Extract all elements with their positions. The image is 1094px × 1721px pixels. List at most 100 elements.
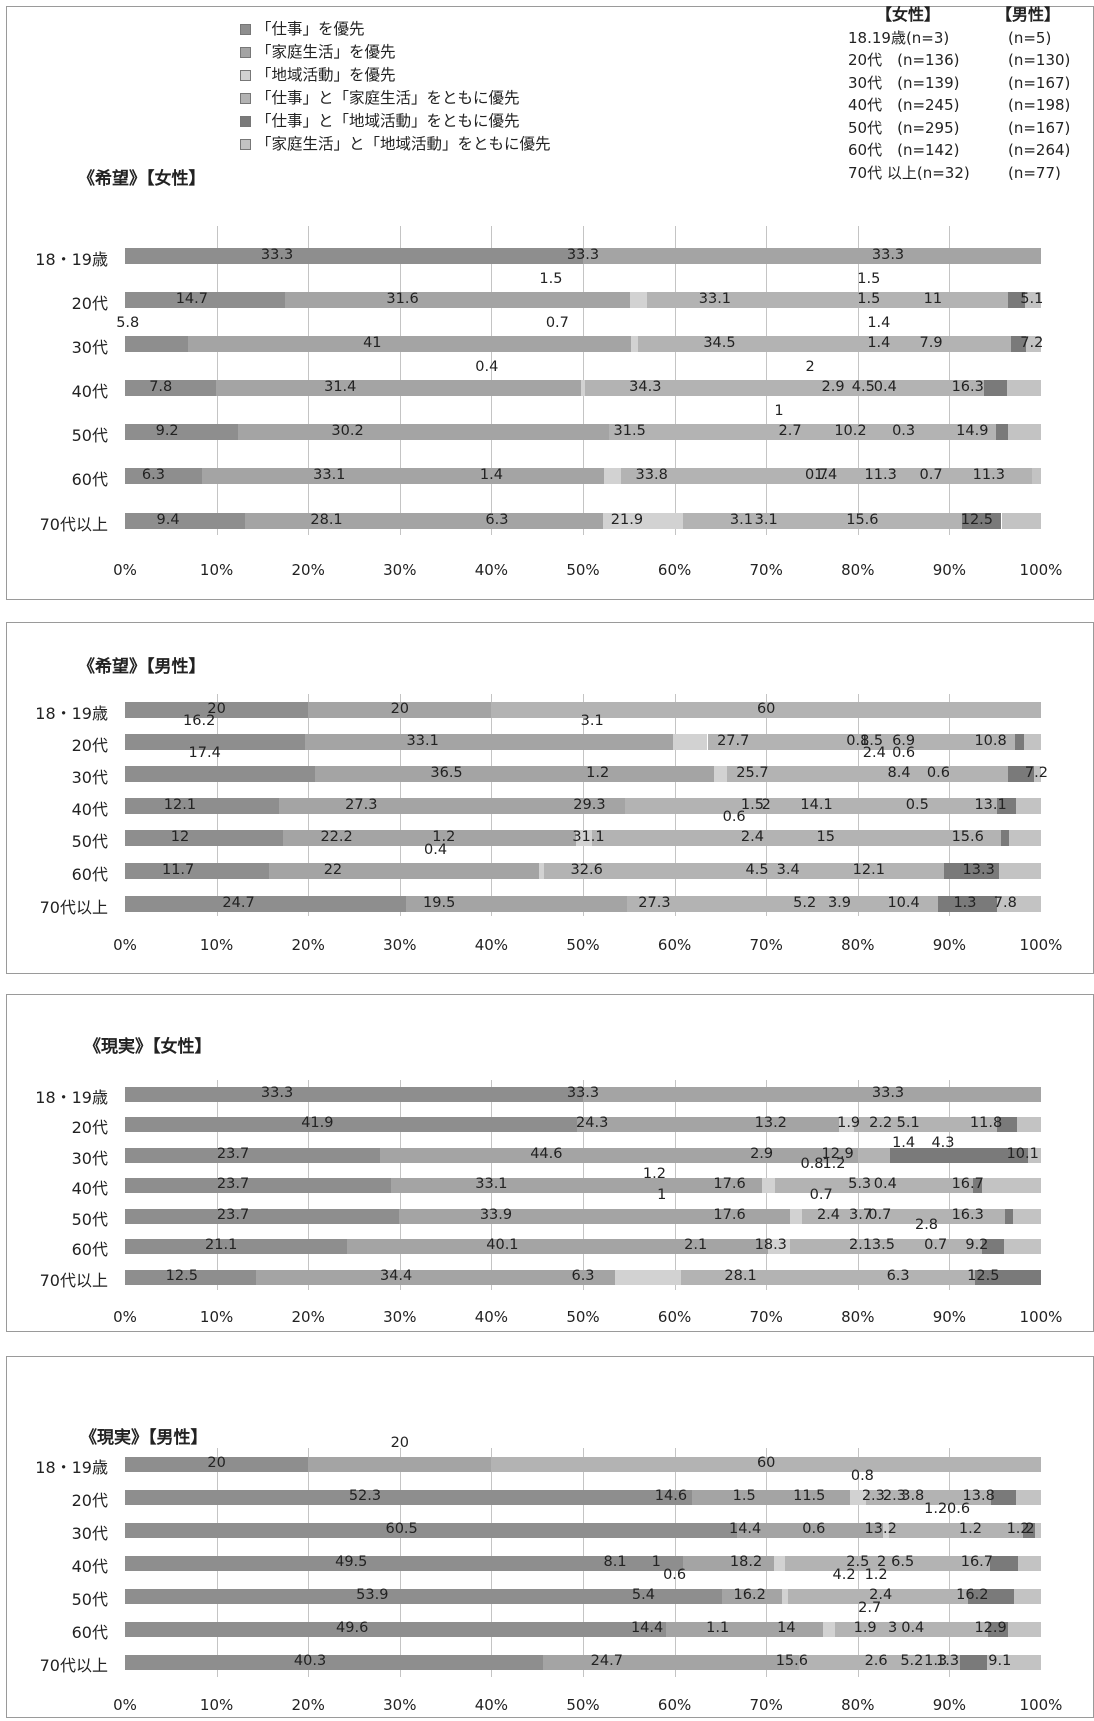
bar-segment — [125, 1086, 583, 1102]
bar-segment — [583, 1086, 1041, 1102]
data-label: 8.1 — [603, 1554, 627, 1570]
data-label: 20 — [207, 1455, 226, 1471]
x-tick-label: 100% — [1019, 1696, 1063, 1714]
category-label: 50代 — [71, 832, 108, 851]
legend-item: 「仕事」を優先 — [240, 18, 551, 41]
data-label: 1.4 — [479, 467, 503, 483]
data-label: 13.2 — [754, 1115, 787, 1131]
data-label: 12.1 — [852, 862, 885, 878]
category-label: 70代以上 — [39, 898, 108, 917]
legend-item: 「地域活動」を優先 — [240, 64, 551, 87]
sample-size-male: (n=77) — [1008, 163, 1061, 182]
bar-segment — [1017, 1116, 1041, 1132]
x-tick-label: 0% — [113, 1308, 137, 1326]
data-label: 28.1 — [310, 512, 343, 528]
bar-segment — [995, 424, 1008, 440]
data-label: 1.2 — [642, 1166, 666, 1182]
legend-label: 「家庭生活」と「地域活動」をともに優先 — [256, 135, 551, 153]
bar-segment — [646, 292, 1009, 308]
data-label: 10.1 — [1006, 1146, 1039, 1162]
x-tick-label: 50% — [566, 1308, 600, 1326]
bar-segment — [125, 468, 202, 484]
sample-size-row: 30代 (n=139) (n=167) — [848, 72, 1094, 95]
legend-swatch — [240, 70, 251, 81]
data-label: 10.8 — [974, 733, 1007, 749]
data-label: 31.6 — [386, 291, 419, 307]
data-label: 18.3 — [754, 1237, 787, 1253]
bar-segment — [682, 1555, 774, 1571]
bar-segment — [125, 734, 306, 750]
bar-segment — [1016, 1489, 1041, 1505]
data-label: 1.2 — [432, 829, 456, 845]
data-label: 16.2 — [183, 713, 216, 729]
bar-segment — [1015, 798, 1041, 814]
data-label: 6.5 — [891, 1554, 915, 1570]
x-tick-label: 80% — [841, 1696, 875, 1714]
data-label: 1.5 — [857, 291, 881, 307]
bar-segment — [577, 1116, 840, 1132]
bar-segment — [1001, 830, 1010, 846]
data-label: 1.4 — [892, 1135, 916, 1151]
data-label: 0.4 — [873, 1176, 897, 1192]
data-label: 18.2 — [729, 1554, 763, 1570]
data-label: 0.4 — [873, 379, 897, 395]
x-tick-label: 10% — [199, 561, 234, 579]
bar-segment — [602, 513, 683, 529]
data-label: 11.8 — [969, 1115, 1003, 1131]
data-label: 14.4 — [728, 1521, 762, 1537]
data-label: 34.3 — [629, 379, 662, 395]
data-label: 28.1 — [724, 1268, 757, 1284]
data-label: 5.1 — [896, 1115, 920, 1131]
bar-segment — [346, 1238, 768, 1254]
data-label: 12.5 — [960, 512, 994, 528]
x-tick-label: 70% — [749, 936, 783, 954]
data-label: 1.5 — [860, 733, 884, 749]
data-label: 7.2 — [1024, 765, 1048, 781]
bar-segment — [538, 863, 544, 879]
data-label: 1.1 — [706, 1620, 730, 1636]
data-label: 2.7 — [858, 1600, 882, 1616]
x-tick-label: 100% — [1019, 1308, 1063, 1326]
bar-segment — [889, 1522, 1023, 1538]
bar-segment — [681, 1269, 976, 1285]
sample-size-male: (n=198) — [1008, 96, 1071, 114]
category-label: 40代 — [71, 1557, 108, 1576]
bar-segment — [491, 1456, 1041, 1472]
data-label: 33.1 — [475, 1176, 508, 1192]
sample-size-header: 【女性】 【男性】 — [848, 4, 1094, 27]
bar-segment — [585, 380, 985, 396]
bar-segment — [125, 1269, 256, 1285]
legend-item: 「仕事」と「家庭生活」をともに優先 — [240, 87, 551, 110]
sample-size-row: 60代 (n=142) (n=264) — [848, 139, 1094, 162]
data-label: 2.4 — [869, 1587, 893, 1603]
sample-size-row: 18.19歳(n=3) (n=5) — [848, 27, 1094, 50]
x-tick-label: 80% — [841, 1308, 875, 1326]
data-label: 7.9 — [919, 335, 943, 351]
bar-segment — [1001, 513, 1041, 529]
data-label: 33.8 — [635, 467, 668, 483]
bar-segment — [761, 1177, 776, 1193]
bar-segment — [125, 513, 245, 529]
bar-segment — [283, 830, 576, 846]
data-label: 11.5 — [793, 1488, 826, 1504]
data-label: 41.9 — [301, 1115, 334, 1131]
bar-segment — [491, 702, 1041, 718]
data-label: 0.7 — [545, 315, 569, 331]
data-label: 25.7 — [736, 765, 769, 781]
bar-segment — [1009, 830, 1041, 846]
bar-segment — [767, 1238, 790, 1254]
data-label: 0.7 — [919, 467, 943, 483]
bar-segment — [583, 248, 1041, 264]
category-label: 20代 — [71, 1118, 108, 1137]
data-label: 0.7 — [868, 1207, 892, 1223]
data-label: 2.7 — [778, 423, 802, 439]
category-label: 30代 — [71, 1149, 108, 1168]
x-tick-label: 100% — [1019, 936, 1063, 954]
data-label: 2.2 — [869, 1115, 893, 1131]
data-label: 21.9 — [610, 512, 644, 528]
bar-segment — [575, 830, 592, 846]
data-label: 31.5 — [613, 423, 646, 439]
data-label: 3.1 — [580, 713, 604, 729]
data-label: 1.9 — [837, 1115, 861, 1131]
data-label: 2 — [876, 1554, 887, 1570]
